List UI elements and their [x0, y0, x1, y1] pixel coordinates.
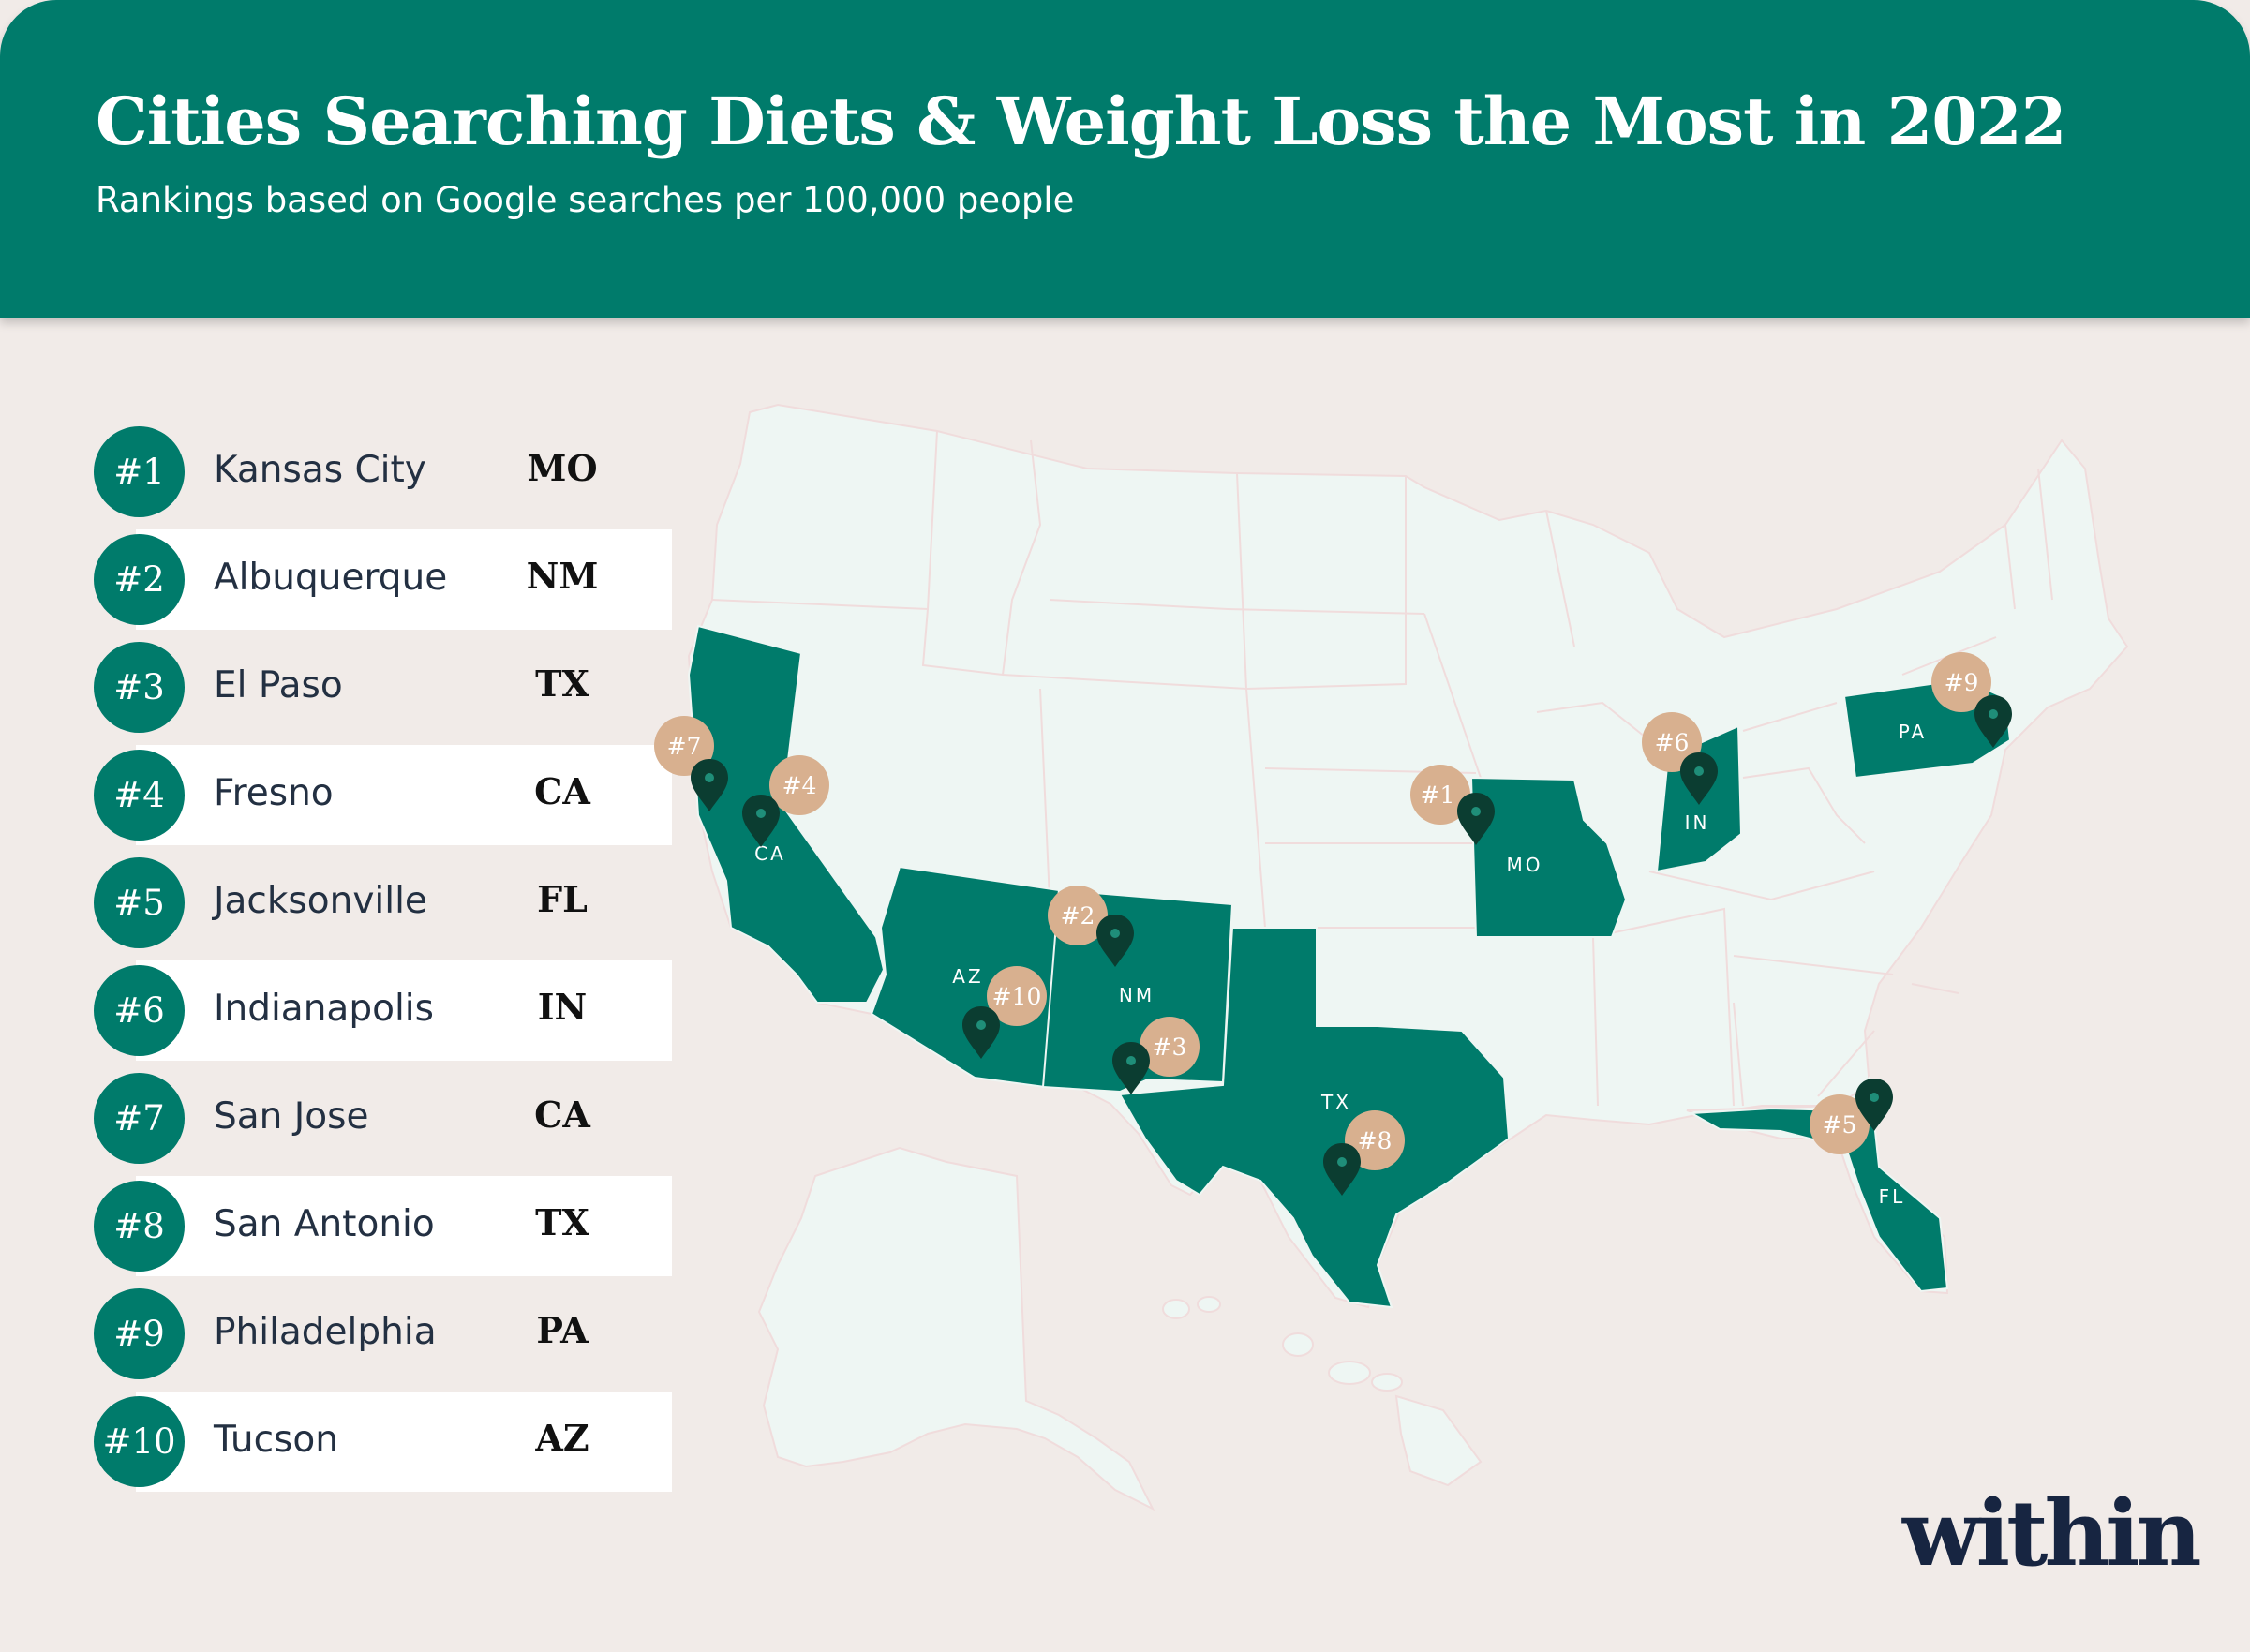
- ranking-row-4: #4 Fresno CA: [94, 741, 672, 849]
- city-name: Fresno: [214, 772, 334, 814]
- rank-bubble-label: #2: [1061, 902, 1095, 930]
- rank-bubble: [1810, 1094, 1870, 1154]
- hawaii-islands: [1162, 1296, 1483, 1487]
- rank-bubble: [1140, 1017, 1200, 1077]
- rank-badge: #9: [94, 1288, 185, 1379]
- city-marker-fresno: #4: [742, 755, 829, 847]
- ranking-row-3: #3 El Paso TX: [94, 633, 589, 741]
- state-abbr: TX: [535, 1201, 589, 1243]
- state-abbr: IN: [537, 986, 588, 1028]
- state-label-ca: CA: [754, 842, 786, 865]
- city-name: Kansas City: [214, 449, 426, 491]
- ranking-row-9: #9 Philadelphia PA: [94, 1280, 589, 1388]
- ranking-row-8: #8 San Antonio TX: [94, 1172, 672, 1280]
- city-marker-san-jose: #7: [654, 716, 728, 811]
- city-name: Philadelphia: [214, 1311, 437, 1353]
- rank-badge: #6: [94, 965, 185, 1056]
- rank-bubble-label: #10: [992, 983, 1042, 1010]
- header-banner: Cities Searching Diets & Weight Loss the…: [0, 0, 2250, 318]
- city-marker-el-paso: #3: [1112, 1017, 1200, 1094]
- rank-bubble: [1931, 652, 1991, 712]
- us-map: CA AZ NM TX MO IN PA FL #1 #2 #3: [654, 403, 2129, 1511]
- ranking-list: #1 Kansas City MO #2 Albuquerque NM #3 E…: [94, 418, 672, 1496]
- city-name: San Antonio: [214, 1203, 435, 1245]
- state-label-tx: TX: [1320, 1091, 1351, 1113]
- rank-bubble-label: #8: [1358, 1127, 1393, 1154]
- city-name: Albuquerque: [214, 557, 448, 599]
- state-label-fl: FL: [1879, 1185, 1906, 1208]
- city-marker-indianapolis: #6: [1642, 712, 1718, 805]
- rank-bubble: [654, 716, 714, 776]
- city-name: Indianapolis: [214, 988, 434, 1030]
- rank-bubble-label: #7: [667, 733, 702, 760]
- state-borders: [711, 430, 2053, 1107]
- highlighted-states: [687, 624, 2012, 1309]
- rank-badge: #4: [94, 750, 185, 841]
- rank-badge: #5: [94, 857, 185, 948]
- rank-badge: #8: [94, 1181, 185, 1272]
- state-abbr: PA: [536, 1309, 589, 1351]
- state-abbr: FL: [537, 878, 588, 920]
- rank-bubble: [1345, 1110, 1405, 1170]
- city-marker-tucson: #10: [962, 966, 1047, 1059]
- city-marker-san-antonio: #8: [1323, 1110, 1405, 1196]
- page-title: Cities Searching Diets & Weight Loss the…: [96, 82, 2066, 160]
- rank-badge: #10: [94, 1396, 185, 1487]
- state-abbr: AZ: [535, 1417, 589, 1459]
- city-marker-philadelphia: #9: [1931, 652, 2012, 748]
- rank-bubble: [1410, 765, 1470, 825]
- state-label-pa: PA: [1899, 721, 1927, 743]
- rank-bubble-label: #1: [1421, 781, 1455, 809]
- city-name: Tucson: [214, 1419, 338, 1461]
- state-texas: [1118, 927, 1511, 1309]
- city-name: San Jose: [214, 1095, 369, 1138]
- ranking-row-10: #10 Tucson AZ: [94, 1388, 672, 1496]
- city-name: Jacksonville: [214, 880, 427, 922]
- brand-logo: within: [1902, 1481, 2202, 1586]
- state-abbr: CA: [534, 770, 590, 812]
- ranking-row-1: #1 Kansas City MO: [94, 418, 598, 526]
- rank-bubble: [1048, 886, 1108, 945]
- state-label-nm: NM: [1119, 984, 1155, 1006]
- rank-badge: #7: [94, 1073, 185, 1164]
- city-name: El Paso: [214, 664, 343, 707]
- state-abbr: TX: [535, 662, 589, 705]
- ranking-row-6: #6 Indianapolis IN: [94, 957, 672, 1064]
- rank-badge: #1: [94, 426, 185, 517]
- state-abbr: CA: [534, 1094, 590, 1136]
- rank-bubble: [987, 966, 1047, 1026]
- state-label-in: IN: [1685, 811, 1710, 834]
- city-marker-albuquerque: #2: [1048, 886, 1134, 967]
- state-label-mo: MO: [1507, 854, 1543, 876]
- rank-badge: #3: [94, 642, 185, 733]
- rank-bubble: [769, 755, 829, 815]
- rank-badge: #2: [94, 534, 185, 625]
- state-label-az: AZ: [952, 965, 983, 988]
- rank-bubble-label: #9: [1945, 669, 1979, 696]
- state-abbr: MO: [527, 447, 598, 489]
- city-marker-kansas-city: #1: [1410, 765, 1495, 845]
- page-subtitle: Rankings based on Google searches per 10…: [96, 180, 1075, 220]
- alaska-landmass: [757, 1146, 1155, 1511]
- ranking-row-2: #2 Albuquerque NM: [94, 526, 672, 633]
- state-missouri: [1469, 776, 1628, 938]
- rank-bubble-label: #5: [1823, 1111, 1857, 1139]
- ranking-row-5: #5 Jacksonville FL: [94, 849, 588, 957]
- city-marker-jacksonville: #5: [1810, 1079, 1893, 1154]
- rank-bubble-label: #4: [782, 772, 817, 799]
- rank-bubble-label: #3: [1153, 1034, 1187, 1061]
- state-abbr: NM: [526, 555, 599, 597]
- ranking-row-7: #7 San Jose CA: [94, 1064, 590, 1172]
- rank-bubble-label: #6: [1655, 729, 1690, 756]
